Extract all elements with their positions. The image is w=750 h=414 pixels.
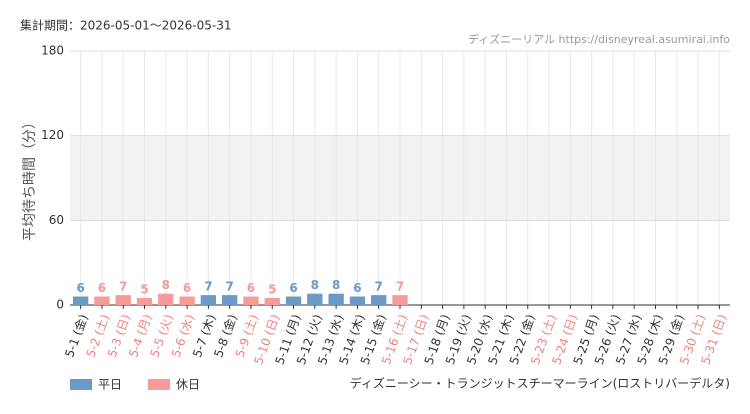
value-label: 7 — [204, 280, 212, 294]
bar — [371, 295, 387, 305]
value-label: 8 — [332, 278, 340, 292]
y-tick-label: 120 — [41, 128, 64, 142]
bar — [328, 293, 344, 305]
value-label: 7 — [396, 280, 404, 294]
source: ディズニーリアル https://disneyreal.asumirai.inf… — [468, 32, 730, 46]
bar — [94, 296, 110, 305]
value-label: 5 — [268, 282, 276, 296]
y-tick-label: 0 — [56, 298, 64, 312]
bar — [285, 296, 302, 305]
period: 集計期間：2026-05-01～2026-05-31 — [20, 18, 231, 33]
bar — [158, 293, 174, 305]
bar — [222, 295, 238, 305]
bar — [179, 296, 195, 305]
legend-label: 休日 — [176, 378, 200, 392]
y-tick-label: 180 — [41, 44, 64, 58]
value-label: 6 — [183, 281, 191, 295]
bar — [200, 295, 217, 305]
value-label: 8 — [162, 278, 170, 292]
value-label: 6 — [353, 281, 361, 295]
legend-label: 平日 — [98, 378, 122, 392]
bar — [307, 293, 323, 305]
value-label: 5 — [140, 282, 148, 296]
bar — [136, 297, 153, 305]
value-label: 6 — [76, 281, 84, 295]
bar — [115, 295, 131, 305]
bar — [243, 296, 259, 305]
footer: ディズニーシー・トランジットスチーマーライン(ロストリバーデルタ) — [350, 376, 730, 391]
value-label: 6 — [289, 281, 297, 295]
bar — [72, 296, 89, 305]
value-label: 6 — [247, 281, 255, 295]
legend-swatch — [70, 379, 92, 390]
y-tick-label: 60 — [49, 213, 64, 227]
value-label: 7 — [225, 280, 233, 294]
y-axis-label: 平均待ち時間（分） — [22, 115, 38, 241]
bar — [349, 296, 366, 305]
value-label: 8 — [311, 278, 319, 292]
bar — [392, 295, 408, 305]
value-label: 6 — [98, 281, 106, 295]
bar — [264, 297, 280, 305]
value-label: 7 — [375, 280, 383, 294]
legend-swatch — [148, 379, 170, 390]
value-label: 7 — [119, 280, 127, 294]
